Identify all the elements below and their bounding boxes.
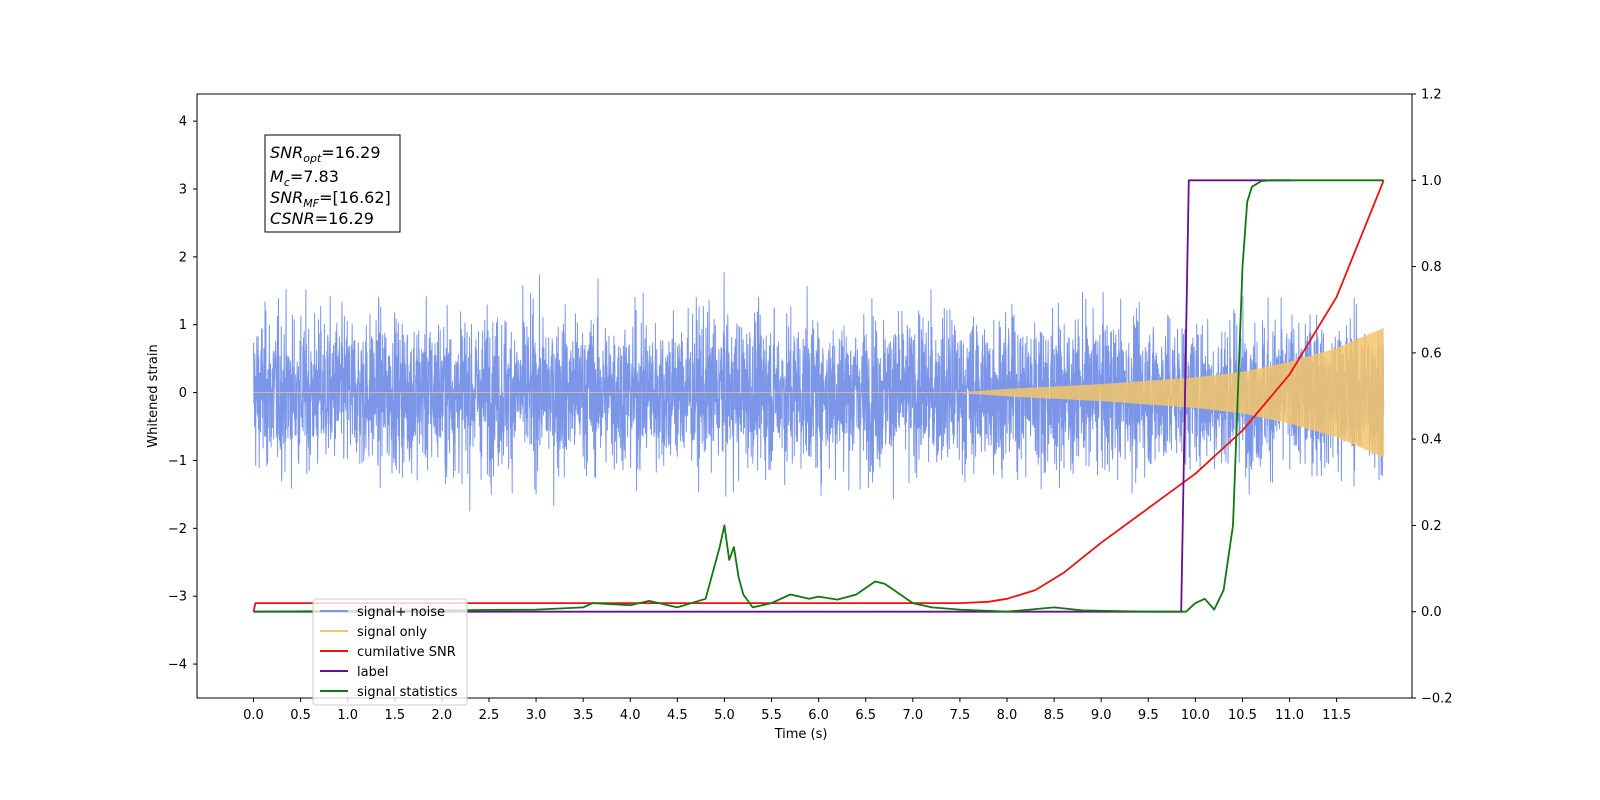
y-tick-label: −4 (168, 658, 187, 673)
annotation-box: SNRopt=16.29 Mc=7.83 SNRMF=[16.62] CSNR=… (264, 134, 401, 233)
x-tick-label: 11.0 (1275, 708, 1304, 723)
x-tick-label: 6.5 (855, 708, 876, 723)
y2-tick-label: 0.4 (1421, 433, 1442, 448)
y-tick-label: 1 (179, 318, 187, 333)
x-tick-label: 0.0 (243, 708, 264, 723)
legend-entry-cumulative-snr: cumilative SNR (320, 645, 456, 660)
svg-text:signal+ noise: signal+ noise (357, 605, 445, 620)
x-tick-label: 1.5 (384, 708, 405, 723)
x-tick-label: 10.0 (1181, 708, 1210, 723)
x-tick-label: 7.0 (902, 708, 923, 723)
legend-entry-label: label (320, 665, 388, 680)
plot-frame (196, 93, 1413, 699)
y-tick-label: −2 (168, 522, 187, 537)
svg-text:cumilative SNR: cumilative SNR (357, 645, 456, 660)
y-tick-label: −3 (168, 590, 187, 605)
legend: signal+ noise signal only cumilative SNR… (312, 598, 468, 706)
x-tick-label: 9.0 (1091, 708, 1112, 723)
y2-tick-label: 1.0 (1421, 174, 1442, 189)
annotation-snr-mf: SNRMF=[16.62] (270, 188, 391, 210)
series-line-4 (253, 179, 1384, 613)
y-tick-label: 3 (179, 183, 187, 198)
series-line-1 (253, 327, 1385, 458)
svg-text:signal only: signal only (357, 625, 427, 640)
y2-tick-label: 0.2 (1421, 519, 1442, 534)
y-axis-left: 4 3 2 1 0 −1 −2 −3 −4 (168, 115, 197, 673)
y-tick-label: 0 (179, 386, 187, 401)
x-tick-label: 3.5 (573, 708, 594, 723)
y-tick-label: −1 (168, 454, 187, 469)
legend-entry-signal-statistics: signal statistics (320, 685, 458, 700)
x-tick-label: 6.0 (808, 708, 829, 723)
x-tick-label: 8.0 (997, 708, 1018, 723)
y2-tick-label: 0.8 (1421, 260, 1442, 275)
x-tick-label: 8.5 (1044, 708, 1065, 723)
y-tick-label: 2 (179, 250, 187, 265)
y-axis-right: 1.2 1.0 0.8 0.6 0.4 0.2 0.0 −0.2 (1412, 88, 1453, 707)
x-tick-label: 3.0 (526, 708, 547, 723)
x-axis: 0.0 0.5 1.0 1.5 2.0 2.5 3.0 3.5 4.0 4.5 5.0 5.5 6.0 6… (243, 698, 1351, 723)
x-tick-label: 5.0 (714, 708, 735, 723)
x-tick-label: 2.0 (432, 708, 453, 723)
x-tick-label: 2.5 (479, 708, 500, 723)
y2-tick-label: 0.6 (1421, 346, 1442, 361)
legend-entry-signal-noise: signal+ noise (320, 605, 445, 620)
x-axis-label: Time (s) (774, 727, 828, 742)
series-line-2 (252, 179, 1385, 612)
x-tick-label: 4.5 (667, 708, 688, 723)
svg-text:label: label (357, 665, 388, 680)
x-tick-label: 5.5 (761, 708, 782, 723)
y-tick-label: 4 (179, 115, 187, 130)
annotation-csnr: CSNR=16.29 (270, 209, 374, 228)
y2-tick-label: 1.2 (1421, 88, 1442, 103)
x-tick-label: 0.5 (290, 708, 311, 723)
x-tick-label: 10.5 (1228, 708, 1257, 723)
series-layer (252, 179, 1385, 613)
series-line-3 (253, 179, 1290, 613)
annotation-snr-opt: SNRopt=16.29 (270, 143, 381, 165)
x-tick-label: 4.0 (620, 708, 641, 723)
x-tick-label: 11.5 (1322, 708, 1351, 723)
y-axis-label: Whitened strain (146, 344, 161, 447)
x-tick-label: 7.5 (950, 708, 971, 723)
annotation-mc: Mc=7.83 (270, 167, 339, 189)
svg-text:signal statistics: signal statistics (357, 685, 458, 700)
legend-entry-signal-only: signal only (320, 625, 427, 640)
y2-tick-label: 0.0 (1421, 605, 1442, 620)
x-tick-label: 9.5 (1138, 708, 1159, 723)
y2-tick-label: −0.2 (1421, 692, 1453, 707)
x-tick-label: 1.0 (337, 708, 358, 723)
